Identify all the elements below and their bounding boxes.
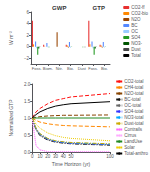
svg-text:Solar: Solar xyxy=(124,145,135,150)
svg-text:SO4: SO4 xyxy=(131,35,141,40)
svg-text:BC-total: BC-total xyxy=(124,97,140,102)
svg-text:1.5: 1.5 xyxy=(24,99,31,104)
svg-text:20: 20 xyxy=(45,154,51,159)
svg-text:Contrails: Contrails xyxy=(124,127,143,132)
svg-text:Total-anthro: Total-anthro xyxy=(124,151,148,156)
svg-text:Normalized GTP: Normalized GTP xyxy=(8,99,14,137)
svg-text:GTP: GTP xyxy=(93,5,105,11)
svg-text:SO4-total: SO4-total xyxy=(124,109,143,114)
svg-text:Bio.: Bio. xyxy=(67,66,74,71)
svg-text:0.5: 0.5 xyxy=(24,133,31,138)
svg-text:CH4-total: CH4-total xyxy=(124,85,143,90)
svg-text:2: 2 xyxy=(27,33,30,38)
svg-text:−2: −2 xyxy=(24,56,30,61)
svg-text:50: 50 xyxy=(69,154,75,159)
svg-text:NO3-total: NO3-total xyxy=(124,115,143,120)
svg-text:CO2-ff: CO2-ff xyxy=(131,5,145,10)
svg-text:Biom.: Biom. xyxy=(43,66,53,71)
svg-text:Dust: Dust xyxy=(131,47,141,52)
svg-text:W m⁻²: W m⁻² xyxy=(8,31,14,45)
svg-text:N2O-total: N2O-total xyxy=(124,91,143,96)
svg-text:Nitr.: Nitr. xyxy=(56,66,63,71)
svg-text:Dust: Dust xyxy=(78,66,87,71)
svg-text:0.0: 0.0 xyxy=(24,150,31,155)
svg-text:Foss.: Foss. xyxy=(88,66,98,71)
svg-text:40: 40 xyxy=(61,154,67,159)
svg-text:4: 4 xyxy=(27,21,30,26)
svg-text:GWP: GWP xyxy=(52,5,66,11)
svg-text:30: 30 xyxy=(53,154,59,159)
svg-text:N2O: N2O xyxy=(131,17,141,22)
svg-text:Cirrus: Cirrus xyxy=(124,133,137,138)
svg-text:6: 6 xyxy=(27,10,30,15)
svg-text:0: 0 xyxy=(31,154,34,159)
svg-text:OC: OC xyxy=(131,29,139,34)
svg-text:Total: Total xyxy=(131,53,141,58)
svg-text:OC-total: OC-total xyxy=(124,103,141,108)
svg-text:2.0: 2.0 xyxy=(24,82,31,87)
svg-text:CO2-total: CO2-total xyxy=(124,79,143,84)
svg-text:LandUse: LandUse xyxy=(124,139,143,144)
svg-text:CO2-bio: CO2-bio xyxy=(131,11,148,16)
svg-text:0: 0 xyxy=(27,44,30,49)
svg-text:1.0: 1.0 xyxy=(24,116,31,121)
svg-text:Dust-total: Dust-total xyxy=(124,121,143,126)
svg-text:NO3-: NO3- xyxy=(131,41,142,46)
svg-text:BC: BC xyxy=(131,23,138,28)
svg-text:Bio.: Bio. xyxy=(101,66,108,71)
svg-text:Time Horizon (yr): Time Horizon (yr) xyxy=(52,161,91,167)
svg-text:10: 10 xyxy=(37,154,43,159)
svg-text:100: 100 xyxy=(106,154,114,159)
svg-text:Foss.: Foss. xyxy=(32,66,42,71)
